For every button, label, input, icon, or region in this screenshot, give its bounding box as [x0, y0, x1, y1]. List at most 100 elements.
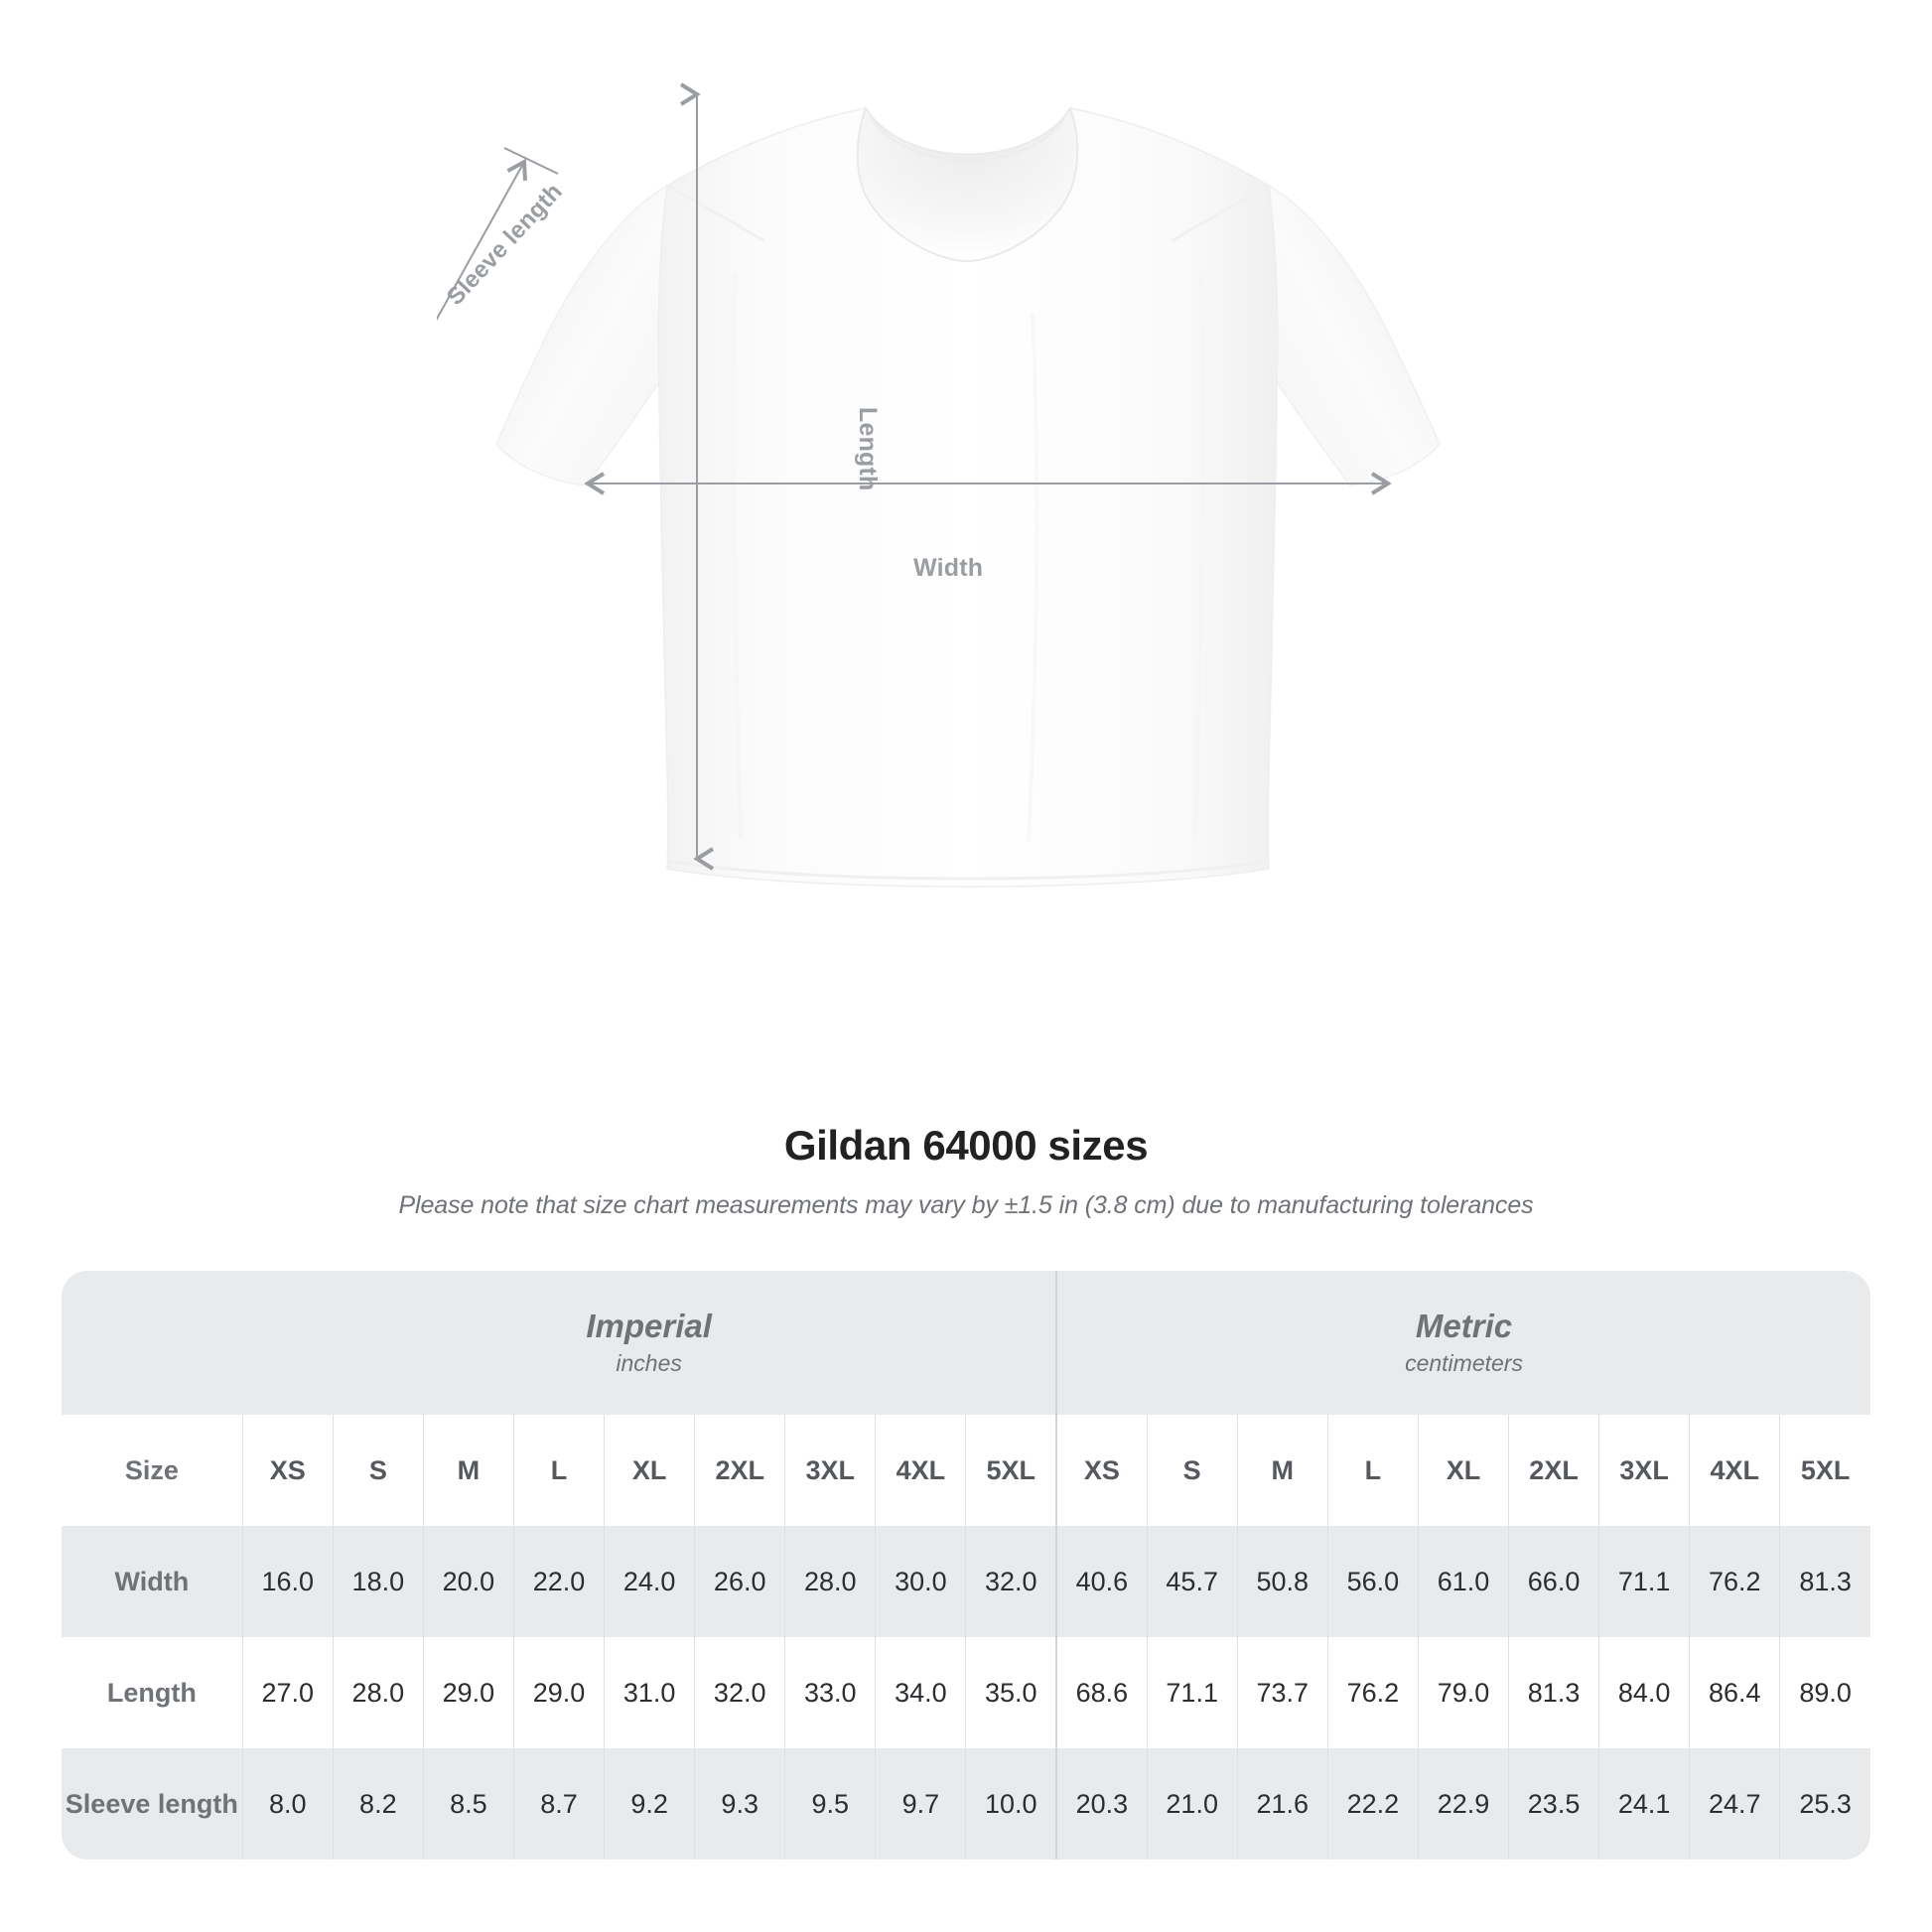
cell-length-imperial-xs: 27.0 [241, 1637, 334, 1748]
unit-spacer-cell [62, 1271, 243, 1415]
cell-length-metric-xs: 68.6 [1055, 1637, 1148, 1748]
cell-width-imperial-4xl: 30.0 [875, 1526, 966, 1637]
cell-sleeve-imperial-xs: 8.0 [241, 1748, 334, 1860]
size-header-row: Size XS S M L XL 2XL 3XL 4XL 5XL XS S M … [62, 1415, 1870, 1526]
size-table: Imperial inches Metric centimeters Size … [62, 1271, 1870, 1860]
cell-length-metric-2xl: 81.3 [1508, 1637, 1599, 1748]
cell-width-imperial-2xl: 26.0 [694, 1526, 785, 1637]
cell-width-metric-m: 50.8 [1236, 1526, 1328, 1637]
cell-length-metric-5xl: 89.0 [1779, 1637, 1870, 1748]
row-label-size: Size [62, 1415, 243, 1526]
cell-width-metric-3xl: 71.1 [1598, 1526, 1690, 1637]
cell-width-metric-xl: 61.0 [1417, 1526, 1509, 1637]
tshirt-image [437, 74, 1499, 1067]
cell-width-metric-s: 45.7 [1146, 1526, 1238, 1637]
cell-length-metric-s: 71.1 [1146, 1637, 1238, 1748]
sleeve-length-dimension-arrow [437, 158, 527, 376]
cell-length-metric-m: 73.7 [1236, 1637, 1328, 1748]
row-label-sleeve-length: Sleeve length [62, 1748, 243, 1860]
unit-metric-name: Metric [1415, 1307, 1513, 1344]
cell-sleeve-metric-5xl: 25.3 [1779, 1748, 1870, 1860]
size-col-metric-5xl: 5XL [1779, 1415, 1870, 1526]
size-col-metric-xs: XS [1055, 1415, 1148, 1526]
title-block: Gildan 64000 sizes Please note that size… [0, 1122, 1932, 1220]
cell-sleeve-metric-3xl: 24.1 [1598, 1748, 1690, 1860]
cell-sleeve-metric-2xl: 23.5 [1508, 1748, 1599, 1860]
cell-sleeve-imperial-s: 8.2 [332, 1748, 424, 1860]
cell-sleeve-metric-l: 22.2 [1326, 1748, 1419, 1860]
cell-width-metric-xs: 40.6 [1055, 1526, 1148, 1637]
width-label: Width [913, 554, 984, 582]
size-col-imperial-s: S [332, 1415, 424, 1526]
cell-width-imperial-l: 22.0 [512, 1526, 605, 1637]
cell-sleeve-metric-xs: 20.3 [1055, 1748, 1148, 1860]
size-col-imperial-4xl: 4XL [875, 1415, 966, 1526]
cell-width-imperial-xl: 24.0 [604, 1526, 695, 1637]
row-label-length: Length [62, 1637, 243, 1748]
size-col-metric-m: M [1236, 1415, 1328, 1526]
cell-width-metric-4xl: 76.2 [1689, 1526, 1780, 1637]
size-col-metric-2xl: 2XL [1508, 1415, 1599, 1526]
cell-width-imperial-5xl: 32.0 [965, 1526, 1057, 1637]
table-row-width: Width 16.0 18.0 20.0 22.0 24.0 26.0 28.0… [62, 1526, 1870, 1637]
tshirt-diagram: Sleeve length Length Width [437, 74, 1499, 1067]
size-col-imperial-xs: XS [241, 1415, 334, 1526]
size-col-imperial-l: L [512, 1415, 605, 1526]
unit-imperial-name: Imperial [586, 1307, 712, 1344]
size-col-metric-4xl: 4XL [1689, 1415, 1780, 1526]
size-col-metric-xl: XL [1417, 1415, 1509, 1526]
cell-length-imperial-s: 28.0 [332, 1637, 424, 1748]
cell-length-metric-l: 76.2 [1326, 1637, 1419, 1748]
cell-length-metric-xl: 79.0 [1417, 1637, 1509, 1748]
cell-length-imperial-xl: 31.0 [604, 1637, 695, 1748]
left-sleeve [495, 184, 668, 486]
size-col-imperial-m: M [422, 1415, 514, 1526]
cell-sleeve-imperial-m: 8.5 [422, 1748, 514, 1860]
size-table-container: Imperial inches Metric centimeters Size … [62, 1271, 1870, 1860]
cell-sleeve-metric-4xl: 24.7 [1689, 1748, 1780, 1860]
unit-header-row: Imperial inches Metric centimeters [62, 1271, 1870, 1415]
cell-length-imperial-4xl: 34.0 [875, 1637, 966, 1748]
size-col-imperial-xl: XL [604, 1415, 695, 1526]
neckline [856, 105, 1079, 263]
cell-length-imperial-2xl: 32.0 [694, 1637, 785, 1748]
cell-length-imperial-3xl: 33.0 [784, 1637, 876, 1748]
cell-width-imperial-xs: 16.0 [241, 1526, 334, 1637]
cell-sleeve-imperial-4xl: 9.7 [875, 1748, 966, 1860]
size-col-imperial-2xl: 2XL [694, 1415, 785, 1526]
cell-length-imperial-5xl: 35.0 [965, 1637, 1057, 1748]
cell-width-imperial-m: 20.0 [422, 1526, 514, 1637]
page-title: Gildan 64000 sizes [783, 1122, 1149, 1169]
size-col-metric-3xl: 3XL [1598, 1415, 1690, 1526]
size-col-metric-l: L [1326, 1415, 1419, 1526]
cell-sleeve-imperial-xl: 9.2 [604, 1748, 695, 1860]
right-sleeve [1268, 184, 1441, 486]
sleeve-top-tick [503, 147, 559, 175]
unit-imperial-cell: Imperial inches [242, 1271, 1057, 1415]
unit-imperial-sub: inches [616, 1349, 682, 1376]
unit-metric-sub: centimeters [1405, 1349, 1523, 1376]
cell-width-imperial-s: 18.0 [332, 1526, 424, 1637]
cell-length-metric-4xl: 86.4 [1689, 1637, 1780, 1748]
tshirt-illustration [437, 82, 1441, 888]
cell-sleeve-metric-xl: 22.9 [1417, 1748, 1509, 1860]
size-col-metric-s: S [1146, 1415, 1238, 1526]
cell-sleeve-metric-m: 21.6 [1236, 1748, 1328, 1860]
cell-length-imperial-l: 29.0 [512, 1637, 605, 1748]
size-col-imperial-3xl: 3XL [784, 1415, 876, 1526]
size-col-imperial-5xl: 5XL [965, 1415, 1057, 1526]
cell-sleeve-imperial-3xl: 9.5 [784, 1748, 876, 1860]
cell-width-metric-2xl: 66.0 [1508, 1526, 1599, 1637]
length-label: Length [854, 407, 882, 491]
cell-sleeve-metric-s: 21.0 [1146, 1748, 1238, 1860]
cell-length-imperial-m: 29.0 [422, 1637, 514, 1748]
cell-sleeve-imperial-5xl: 10.0 [965, 1748, 1057, 1860]
cell-width-metric-5xl: 81.3 [1779, 1526, 1870, 1637]
cell-length-metric-3xl: 84.0 [1598, 1637, 1690, 1748]
cell-sleeve-imperial-2xl: 9.3 [694, 1748, 785, 1860]
tolerance-note: Please note that size chart measurements… [398, 1191, 1534, 1219]
cell-width-metric-l: 56.0 [1326, 1526, 1419, 1637]
unit-metric-cell: Metric centimeters [1055, 1271, 1870, 1415]
table-row-length: Length 27.0 28.0 29.0 29.0 31.0 32.0 33.… [62, 1637, 1870, 1748]
